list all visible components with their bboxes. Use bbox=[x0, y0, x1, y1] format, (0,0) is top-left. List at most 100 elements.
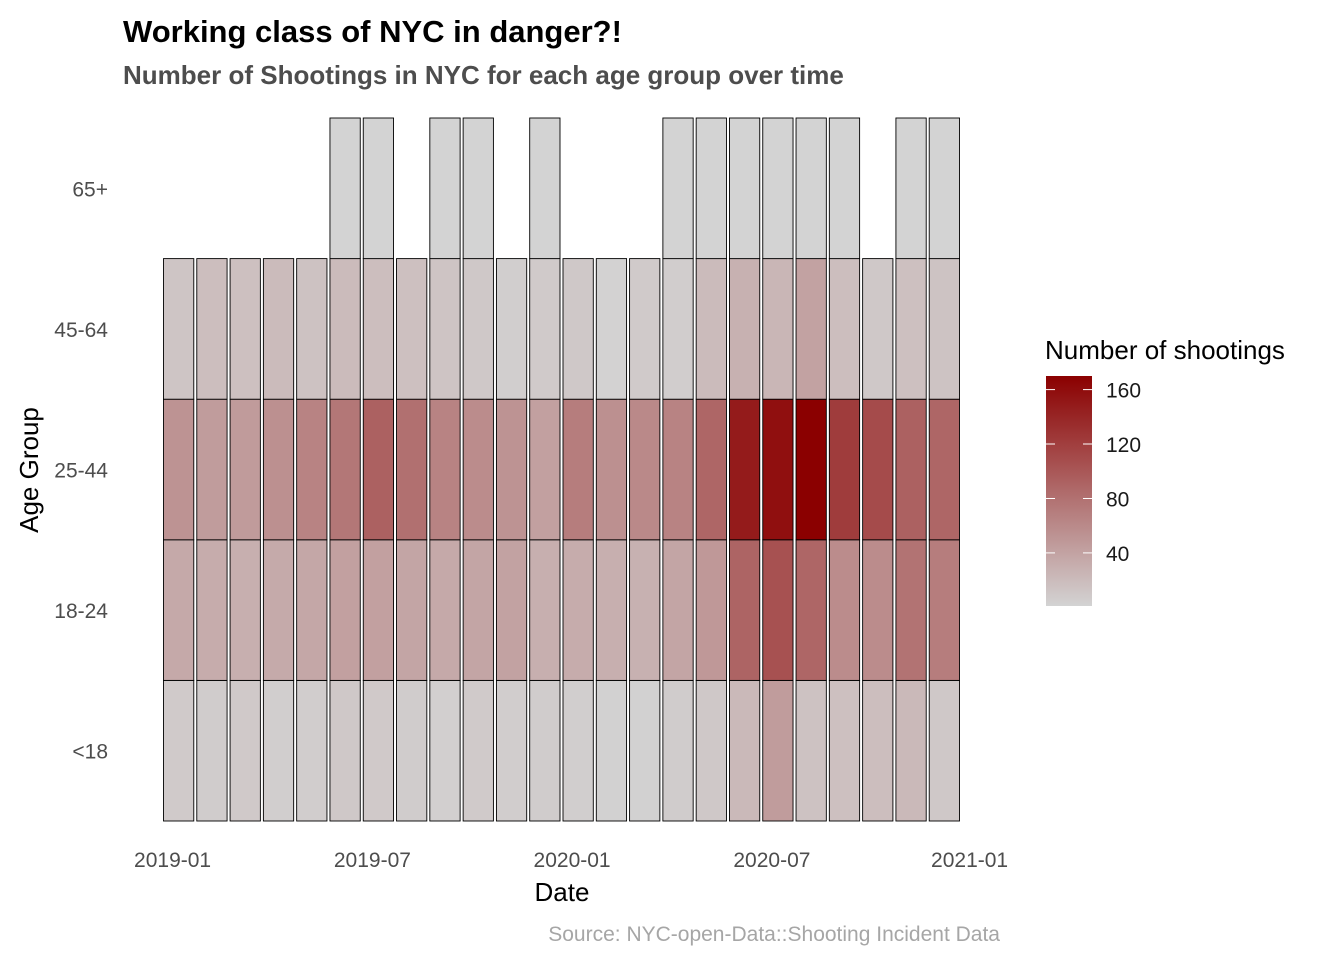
x-tick-label: 2021-01 bbox=[931, 849, 1008, 872]
x-tick-label: 2019-01 bbox=[134, 849, 211, 872]
legend-colorbar bbox=[1046, 376, 1092, 606]
heatmap-cell bbox=[562, 398, 594, 541]
heatmap-cell bbox=[163, 258, 195, 400]
heatmap-cell bbox=[196, 258, 228, 400]
heatmap-cell bbox=[695, 398, 727, 541]
heatmap-cell bbox=[163, 679, 195, 822]
heatmap-cell bbox=[895, 679, 927, 822]
heatmap-cell bbox=[229, 398, 261, 541]
heatmap-cell bbox=[762, 117, 794, 260]
heatmap-cell bbox=[329, 679, 361, 822]
heatmap-cell bbox=[729, 539, 761, 681]
heatmap-cell bbox=[495, 539, 528, 681]
heatmap-cell bbox=[529, 117, 561, 260]
heatmap-cell bbox=[362, 398, 394, 541]
heatmap-cell bbox=[629, 258, 661, 400]
heatmap-cell bbox=[695, 679, 727, 822]
heatmap-cell bbox=[229, 539, 261, 681]
legend-tick-label: 80 bbox=[1106, 489, 1129, 512]
heatmap-cell bbox=[595, 398, 628, 541]
x-axis-ticks: 2019-01 2019-07 2020-01 2020-07 2021-01 bbox=[134, 849, 1008, 872]
heatmap-cell bbox=[429, 258, 461, 400]
heatmap-cell bbox=[662, 258, 694, 400]
heatmap-cell bbox=[862, 679, 894, 822]
x-tick-label: 2020-01 bbox=[534, 849, 611, 872]
heatmap-cell bbox=[828, 679, 861, 822]
heatmap-cell bbox=[196, 679, 228, 822]
heatmap-cell bbox=[562, 258, 594, 400]
heatmap-cell bbox=[229, 679, 261, 822]
heatmap-cell bbox=[729, 117, 761, 260]
heatmap-cell bbox=[362, 117, 394, 260]
heatmap-cell bbox=[163, 539, 195, 681]
heatmap-cell bbox=[529, 398, 561, 541]
heatmap-cell bbox=[196, 539, 228, 681]
heatmap-cell bbox=[396, 398, 428, 541]
heatmap-cell bbox=[462, 398, 494, 541]
heatmap-cell bbox=[495, 398, 528, 541]
y-axis-ticks: <18 18-24 25-44 45-64 65+ bbox=[54, 178, 108, 763]
heatmap-cell bbox=[595, 258, 628, 400]
heatmap-cell bbox=[296, 679, 328, 822]
heatmap-cell bbox=[262, 258, 295, 400]
heatmap-cell bbox=[329, 398, 361, 541]
chart-subtitle: Number of Shootings in NYC for each age … bbox=[123, 60, 844, 90]
heatmap-cell bbox=[229, 258, 261, 400]
heatmap-cell bbox=[396, 258, 428, 400]
x-tick-label: 2020-07 bbox=[733, 849, 810, 872]
heatmap-cell bbox=[729, 679, 761, 822]
heatmap-cell bbox=[895, 258, 927, 400]
heatmap-cell bbox=[795, 117, 827, 260]
heatmap-cell bbox=[795, 398, 827, 541]
y-axis-title: Age Group bbox=[14, 407, 44, 533]
heatmap-cell bbox=[429, 117, 461, 260]
heatmap-cell bbox=[529, 679, 561, 822]
heatmap-cell bbox=[296, 398, 328, 541]
heatmap-cell bbox=[362, 258, 394, 400]
heatmap-cell bbox=[762, 258, 794, 400]
x-axis-title: Date bbox=[535, 877, 590, 907]
heatmap-cell bbox=[828, 398, 861, 541]
legend: Number of shootings 40 80 120 160 bbox=[1045, 335, 1285, 606]
heatmap-cell bbox=[562, 539, 594, 681]
y-tick-label: 25-44 bbox=[54, 460, 108, 483]
heatmap-cell bbox=[462, 258, 494, 400]
heatmap-cell bbox=[329, 539, 361, 681]
heatmap-cell bbox=[928, 117, 960, 260]
heatmap-cell bbox=[795, 258, 827, 400]
heatmap-cell bbox=[762, 539, 794, 681]
heatmap-cell bbox=[396, 539, 428, 681]
y-tick-label: 18-24 bbox=[54, 600, 108, 623]
heatmap-cell bbox=[262, 398, 295, 541]
legend-ticks: 40 80 120 160 bbox=[1046, 380, 1141, 566]
legend-tick-label: 160 bbox=[1106, 380, 1141, 403]
y-tick-label: <18 bbox=[72, 741, 108, 764]
heatmap-cell bbox=[429, 398, 461, 541]
y-tick-label: 65+ bbox=[72, 178, 108, 201]
heatmap-cell bbox=[262, 679, 295, 822]
heatmap-cell bbox=[629, 539, 661, 681]
heatmap-cell bbox=[329, 258, 361, 400]
heatmap-cell bbox=[196, 398, 228, 541]
heatmap-cell bbox=[462, 679, 494, 822]
heatmap-cell bbox=[662, 679, 694, 822]
heatmap-cell bbox=[795, 679, 827, 822]
heatmap-cell bbox=[529, 258, 561, 400]
heatmap-cell bbox=[495, 679, 528, 822]
legend-tick-label: 120 bbox=[1106, 434, 1141, 457]
heatmap-cell bbox=[695, 117, 727, 260]
heatmap-cell bbox=[163, 398, 195, 541]
x-tick-label: 2019-07 bbox=[334, 849, 411, 872]
heatmap-cell bbox=[329, 117, 361, 260]
heatmap-cell bbox=[928, 398, 960, 541]
heatmap-cell bbox=[429, 539, 461, 681]
legend-title: Number of shootings bbox=[1045, 335, 1285, 365]
heatmap-cells bbox=[163, 117, 960, 822]
legend-tick-label: 40 bbox=[1106, 543, 1129, 566]
heatmap-cell bbox=[729, 398, 761, 541]
heatmap-cell bbox=[595, 539, 628, 681]
heatmap-cell bbox=[695, 539, 727, 681]
heatmap-cell bbox=[895, 398, 927, 541]
y-tick-label: 45-64 bbox=[54, 319, 108, 342]
